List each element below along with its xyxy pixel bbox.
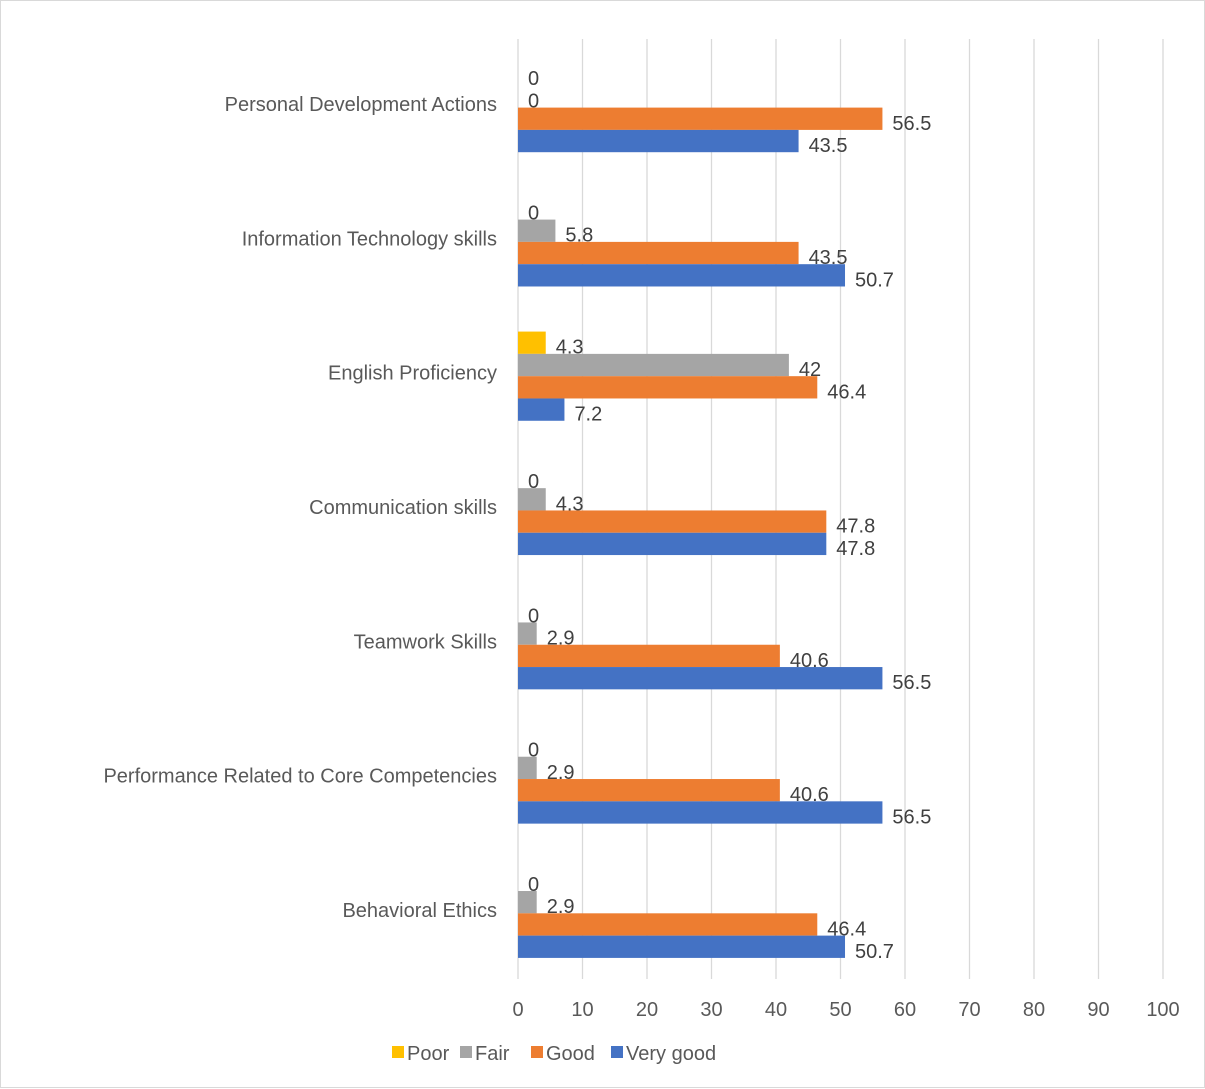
legend-swatch xyxy=(531,1046,543,1058)
data-label: 0 xyxy=(528,874,539,896)
data-label: 0 xyxy=(528,605,539,627)
category-label: Behavioral Ethics xyxy=(342,900,497,922)
data-label: 40.6 xyxy=(790,784,829,806)
bar-very-good xyxy=(518,129,799,153)
bar-very-good xyxy=(518,667,883,690)
category-label: Personal Development Actions xyxy=(225,94,497,116)
data-label: 5.8 xyxy=(565,225,593,247)
data-label: 7.2 xyxy=(574,404,602,426)
bar-fair xyxy=(518,219,556,242)
data-label: 50.7 xyxy=(855,269,894,291)
data-label: 46.4 xyxy=(827,381,866,403)
data-label: 56.5 xyxy=(892,806,931,828)
legend-swatch xyxy=(460,1046,472,1058)
bar-good xyxy=(518,376,818,399)
legend-label: Poor xyxy=(407,1043,450,1065)
category-labels: Personal Development Actions Information … xyxy=(103,94,497,922)
legend-swatch xyxy=(611,1046,623,1058)
bar-very-good xyxy=(518,264,846,287)
x-tick-label: 20 xyxy=(636,999,658,1021)
bar-good xyxy=(518,913,818,936)
bar-poor xyxy=(518,331,546,354)
data-label: 42 xyxy=(799,359,821,381)
data-label: 46.4 xyxy=(827,918,866,940)
data-label: 56.5 xyxy=(892,113,931,135)
bar-very-good xyxy=(518,801,883,824)
bar-fair xyxy=(518,756,537,780)
data-label: 47.8 xyxy=(836,538,875,560)
bar-good xyxy=(518,107,883,130)
data-label: 56.5 xyxy=(892,672,931,694)
x-tick-label: 60 xyxy=(894,999,916,1021)
x-tick-label: 50 xyxy=(829,999,851,1021)
data-labels: 0056.543.505.843.550.74.34246.47.204.347… xyxy=(528,68,931,963)
bar-good xyxy=(518,241,799,265)
data-label: 0 xyxy=(528,740,539,762)
data-label: 2.9 xyxy=(547,896,575,918)
bar-fair xyxy=(518,622,537,645)
bar-fair xyxy=(518,488,546,511)
legend-label: Good xyxy=(546,1043,595,1065)
data-label: 0 xyxy=(528,68,539,90)
data-label: 43.5 xyxy=(809,247,848,269)
x-tick-label: 90 xyxy=(1087,999,1109,1021)
bar-good xyxy=(518,779,780,802)
bar-very-good xyxy=(518,532,827,556)
data-label: 2.9 xyxy=(547,628,575,650)
category-label: Communication skills xyxy=(309,497,497,519)
x-axis-tick-labels: 0 10 20 30 40 50 60 70 80 90 100 xyxy=(512,999,1179,1021)
legend-label: Fair xyxy=(475,1043,510,1065)
legend-label: Very good xyxy=(626,1043,716,1065)
data-label: 0 xyxy=(528,471,539,493)
data-label: 47.8 xyxy=(836,516,875,538)
x-tick-label: 70 xyxy=(958,999,980,1021)
bar-good xyxy=(518,644,780,668)
data-label: 50.7 xyxy=(855,941,894,963)
legend-swatch xyxy=(392,1046,404,1058)
data-label: 4.3 xyxy=(556,493,584,515)
data-label: 2.9 xyxy=(547,762,575,784)
data-label: 0 xyxy=(528,90,539,112)
x-tick-label: 10 xyxy=(571,999,593,1021)
bars xyxy=(518,107,883,958)
bar-very-good xyxy=(518,935,846,958)
data-label: 0 xyxy=(528,202,539,224)
x-tick-label: 100 xyxy=(1146,999,1179,1021)
legend: Poor Fair Good Very good xyxy=(392,1043,716,1065)
bar-fair xyxy=(518,353,789,377)
data-label: 4.3 xyxy=(556,337,584,359)
gridlines xyxy=(517,39,1164,979)
category-label: Performance Related to Core Competencies xyxy=(103,766,497,788)
category-label: English Proficiency xyxy=(328,363,497,385)
data-label: 40.6 xyxy=(790,650,829,672)
bar-good xyxy=(518,510,827,533)
x-tick-label: 30 xyxy=(700,999,722,1021)
category-label: Information Technology skills xyxy=(242,228,497,250)
bar-very-good xyxy=(518,398,565,421)
x-tick-label: 40 xyxy=(765,999,787,1021)
x-tick-label: 80 xyxy=(1023,999,1045,1021)
data-label: 43.5 xyxy=(809,135,848,157)
category-label: Teamwork Skills xyxy=(354,631,497,653)
bar-fair xyxy=(518,891,537,914)
x-tick-label: 0 xyxy=(512,999,523,1021)
